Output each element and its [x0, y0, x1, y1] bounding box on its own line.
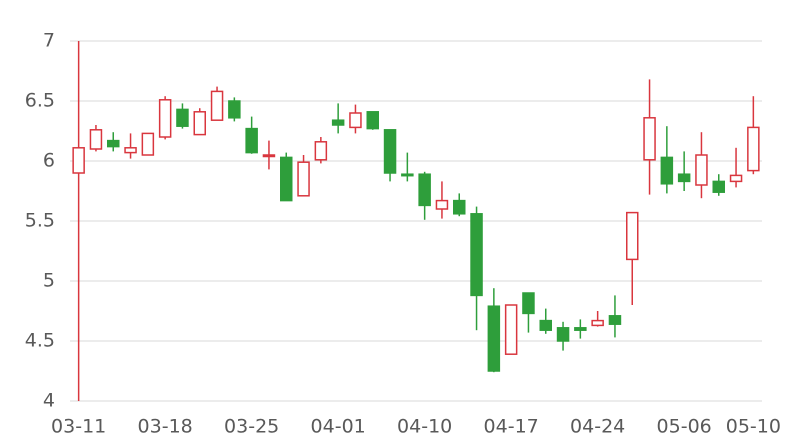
candle-body — [158, 99, 172, 138]
candle-body — [677, 173, 691, 183]
x-tick-label: 03-25 — [224, 416, 279, 438]
x-tick-label: 04-24 — [570, 416, 625, 438]
candle-body — [418, 173, 431, 207]
candle-body — [591, 319, 604, 327]
x-tick-label: 03-11 — [51, 416, 106, 438]
candle-body — [383, 129, 397, 174]
candle-body — [245, 127, 258, 154]
x-tick-label: 04-17 — [484, 416, 539, 438]
candle-body — [626, 211, 639, 261]
candle-body — [210, 90, 224, 121]
candle-body — [712, 180, 725, 193]
y-tick-label: 4.5 — [25, 330, 55, 352]
candle-body — [729, 174, 743, 183]
candle-body — [522, 292, 535, 315]
y-tick-label: 6 — [43, 150, 55, 172]
y-tick-label: 7 — [43, 30, 55, 52]
x-tick-label: 05-10 — [726, 416, 781, 438]
candle-body — [608, 315, 622, 325]
candle-body — [72, 147, 85, 174]
y-tick-label: 5.5 — [25, 210, 55, 232]
candle-body — [487, 305, 501, 372]
candle-body — [228, 100, 241, 119]
candle-body — [470, 213, 483, 297]
candle-body — [262, 154, 276, 158]
candle-body — [297, 161, 310, 197]
candle-body — [349, 112, 362, 129]
candle-body — [280, 156, 293, 202]
candle-body — [193, 111, 206, 136]
x-tick-label: 04-10 — [397, 416, 452, 438]
candle-body — [660, 156, 674, 185]
candle-body — [124, 147, 137, 154]
y-tick-label: 5 — [43, 270, 55, 292]
candle-body — [107, 139, 120, 148]
candle-body — [435, 199, 449, 210]
candle-body — [331, 119, 345, 126]
x-tick-label: 04-01 — [311, 416, 366, 438]
candle-body — [141, 132, 155, 156]
candle-body — [747, 126, 760, 172]
candle-body — [643, 117, 656, 161]
candle-body — [89, 129, 103, 150]
candle-body — [539, 319, 552, 331]
candle-body — [453, 199, 466, 215]
candle-body — [401, 173, 414, 177]
y-tick-label: 6.5 — [25, 90, 55, 112]
candle-body — [314, 141, 328, 161]
candle-body — [176, 108, 189, 127]
y-tick-label: 4 — [43, 390, 55, 412]
x-tick-label: 05-06 — [657, 416, 712, 438]
candle-body — [366, 111, 379, 130]
candle-body — [695, 154, 708, 186]
candle-body — [574, 327, 587, 331]
x-tick-label: 03-18 — [138, 416, 193, 438]
candle-body — [556, 327, 570, 342]
candle-body — [504, 304, 518, 355]
